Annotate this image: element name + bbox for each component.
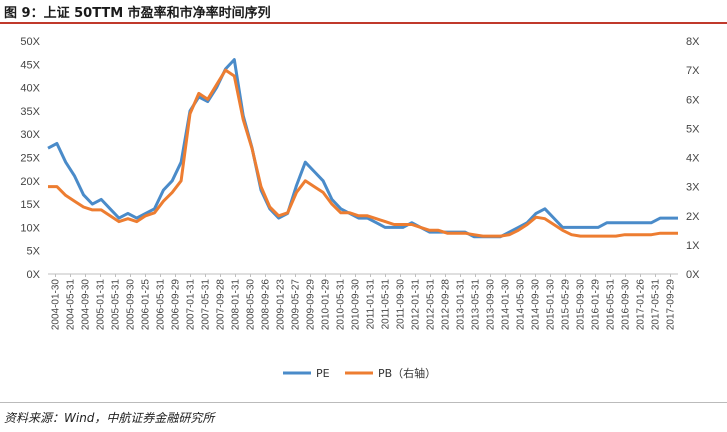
x-tick-label: 2015-01-30 (546, 279, 557, 331)
y-left-tick-label: 40X (20, 83, 40, 95)
x-tick-label: 2008-01-31 (231, 279, 242, 331)
plot-area: 0X 5X 10X 15X 20X 25X 30X 35X 40X 45X 50X 0X 1X 2X 3X… (20, 36, 700, 330)
y-right-tick-label: 0X (686, 269, 700, 281)
y-left-axis: 0X 5X 10X 15X 20X 25X 30X 35X 40X 45X 50X (20, 36, 40, 281)
x-tick-label: 2007-05-31 (201, 279, 212, 331)
x-tick-label: 2008-05-30 (246, 279, 257, 331)
y-left-tick-label: 50X (20, 36, 40, 48)
pb-series-line (48, 68, 678, 238)
x-axis: 2004-01-30 2004-05-31 2004-09-30 2005-01-31… (51, 274, 677, 330)
y-right-tick-label: 4X (686, 153, 700, 165)
x-tick-label: 2013-01-31 (456, 279, 467, 331)
x-tick-label: 2005-05-31 (111, 279, 122, 331)
x-tick-label: 2005-09-30 (126, 279, 137, 331)
title-rule (0, 22, 727, 24)
y-left-tick-label: 10X (20, 222, 40, 234)
x-tick-label: 2009-09-29 (306, 279, 317, 331)
x-tick-label: 2006-09-29 (171, 279, 182, 331)
y-right-tick-label: 6X (686, 94, 700, 106)
source-note: 资料来源：Wind，中航证券金融研究所 (4, 411, 215, 425)
x-tick-label: 2016-09-30 (621, 279, 632, 331)
x-tick-label: 2013-09-30 (486, 279, 497, 331)
x-tick-label: 2007-01-31 (186, 279, 197, 331)
y-left-tick-label: 15X (20, 199, 40, 211)
y-left-tick-label: 20X (20, 176, 40, 188)
x-tick-label: 2012-05-31 (426, 279, 437, 331)
y-right-axis: 0X 1X 2X 3X 4X 5X 6X 7X 8X (686, 36, 700, 281)
x-tick-label: 2017-09-29 (666, 279, 677, 331)
y-left-tick-label: 30X (20, 129, 40, 141)
x-tick-label: 2009-01-23 (276, 279, 287, 331)
bottom-rule (0, 402, 727, 403)
y-right-tick-label: 8X (686, 36, 700, 48)
y-left-tick-label: 35X (20, 106, 40, 118)
x-tick-label: 2010-05-31 (336, 279, 347, 331)
pe-series-line (47, 58, 678, 239)
x-tick-label: 2010-09-30 (351, 279, 362, 331)
x-tick-label: 2006-01-25 (141, 279, 152, 331)
x-tick-label: 2014-01-30 (501, 279, 512, 331)
y-right-tick-label: 2X (686, 211, 700, 223)
chart: 0X 5X 10X 15X 20X 25X 30X 35X 40X 45X 50X 0X 1X 2X 3X… (20, 36, 700, 380)
x-tick-label: 2016-05-31 (606, 279, 617, 331)
x-tick-label: 2016-01-29 (591, 279, 602, 331)
x-tick-label: 2013-05-31 (471, 279, 482, 331)
x-tick-label: 2012-01-31 (411, 279, 422, 331)
figure-title: 图 9：上证 50TTM 市盈率和市净率时间序列 (4, 6, 271, 21)
x-tick-label: 2004-01-30 (51, 279, 62, 331)
x-tick-label: 2004-09-30 (81, 279, 92, 331)
y-right-tick-label: 1X (686, 240, 700, 252)
x-tick-label: 2008-09-26 (261, 279, 272, 331)
legend-pe-label: PE (316, 367, 330, 380)
y-right-tick-label: 5X (686, 123, 700, 135)
x-tick-label: 2014-05-30 (516, 279, 527, 331)
y-left-tick-label: 5X (27, 246, 41, 258)
x-tick-label: 2017-05-31 (651, 279, 662, 331)
y-left-tick-label: 25X (20, 153, 40, 165)
x-tick-label: 2015-05-29 (561, 279, 572, 331)
legend: PE PB（右轴） (283, 366, 436, 380)
y-right-tick-label: 7X (686, 65, 700, 77)
x-tick-label: 2011-01-31 (366, 279, 377, 330)
y-left-tick-label: 45X (20, 59, 40, 71)
x-tick-label: 2011-09-30 (396, 279, 407, 330)
x-tick-label: 2006-05-31 (156, 279, 167, 331)
x-tick-label: 2004-05-31 (66, 279, 77, 331)
x-tick-label: 2011-05-31 (381, 279, 392, 330)
x-tick-label: 2009-05-27 (291, 279, 302, 331)
x-tick-label: 2012-09-28 (441, 279, 452, 331)
legend-pb-label: PB（右轴） (378, 366, 436, 380)
y-right-tick-label: 3X (686, 182, 700, 194)
x-tick-label: 2015-09-30 (576, 279, 587, 331)
x-tick-label: 2014-09-30 (531, 279, 542, 331)
x-tick-label: 2010-01-29 (321, 279, 332, 331)
x-tick-label: 2007-09-28 (216, 279, 227, 331)
x-tick-label: 2017-01-26 (636, 279, 647, 331)
y-left-tick-label: 0X (27, 269, 41, 281)
x-tick-label: 2005-01-31 (96, 279, 107, 331)
